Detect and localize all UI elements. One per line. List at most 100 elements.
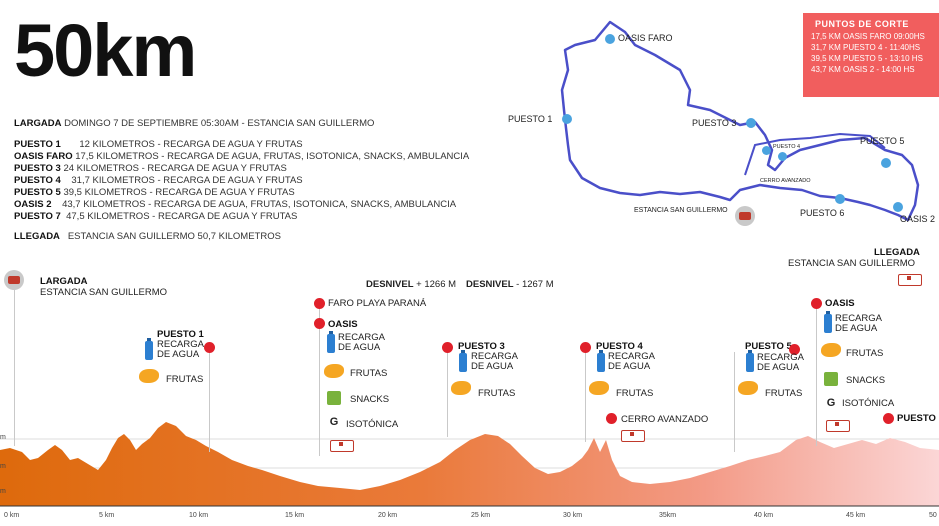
llegada-sub: ESTANCIA SAN GUILLERMO bbox=[788, 258, 916, 269]
x-tick: 5 km bbox=[99, 512, 115, 519]
map-label: PUESTO 1 bbox=[508, 114, 553, 124]
station-line: PUESTO 3 24 KILOMETROS - RECARGA DE AGUA… bbox=[14, 163, 287, 174]
station-line-marker bbox=[14, 290, 15, 446]
largada-label: LARGADA bbox=[40, 276, 88, 287]
water-icon bbox=[746, 350, 754, 372]
isotonica-label: ISOTÓNICA bbox=[346, 419, 399, 430]
fruit-icon bbox=[324, 364, 344, 378]
elevation-profile bbox=[0, 422, 939, 507]
x-tick: 25 km bbox=[471, 512, 491, 519]
fruit-icon bbox=[821, 343, 841, 357]
map-label: ESTANCIA SAN GUILLERMO bbox=[634, 207, 728, 214]
station-line: PUESTO 5 39,5 KILOMETROS - RECARGA DE AG… bbox=[14, 187, 295, 198]
station-dot bbox=[811, 298, 822, 309]
recarga-label: RECARGA DE AGUA bbox=[338, 332, 385, 353]
largada-line: LARGADA DOMINGO 7 DE SEPTIEMBRE 05:30AM … bbox=[14, 118, 375, 129]
map-marker bbox=[746, 118, 756, 128]
water-icon bbox=[327, 331, 335, 353]
x-tick: 50 bbox=[929, 512, 937, 519]
y-tick: m bbox=[0, 488, 6, 495]
map-label: OASIS 2 bbox=[900, 214, 936, 224]
x-tick: 35km bbox=[659, 512, 677, 519]
ambulance-icon bbox=[621, 430, 645, 442]
frutas-label: FRUTAS bbox=[478, 388, 516, 399]
station-line-marker bbox=[734, 352, 735, 452]
estancia-icon bbox=[735, 206, 755, 226]
x-tick: 30 km bbox=[563, 512, 583, 519]
page-title: 50km bbox=[14, 9, 197, 92]
station-line-marker bbox=[319, 306, 320, 456]
isotonic-icon: G bbox=[329, 416, 339, 428]
station-line-marker bbox=[585, 352, 586, 442]
map-label: PUESTO 5 bbox=[860, 136, 905, 146]
recarga-label: RECARGA DE AGUA bbox=[757, 352, 804, 373]
x-tick: 45 km bbox=[846, 512, 866, 519]
oasis-label: OASIS bbox=[328, 319, 358, 330]
station-line: PUESTO 1 12 KILOMETROS - RECARGA DE AGUA… bbox=[14, 139, 303, 150]
station-dot bbox=[204, 342, 215, 353]
station-line-marker bbox=[447, 352, 448, 437]
corte-row: 17,5 KM OASIS FARO 09:00HS bbox=[811, 32, 925, 41]
station-dot bbox=[606, 413, 617, 424]
map-label: CERRO AVANZADO bbox=[760, 178, 811, 184]
y-tick: m bbox=[0, 434, 6, 441]
station-dot bbox=[789, 344, 800, 355]
station-dot bbox=[580, 342, 591, 353]
recarga-label: RECARGA DE AGUA bbox=[471, 351, 518, 372]
puesto-last-label: PUESTO bbox=[897, 413, 936, 424]
route-map bbox=[560, 20, 920, 222]
station-dot bbox=[314, 298, 325, 309]
x-tick: 0 km bbox=[4, 512, 20, 519]
snacks-icon bbox=[327, 391, 341, 405]
station-dot bbox=[883, 413, 894, 424]
faro-label: FARO PLAYA PARANÁ bbox=[328, 298, 427, 309]
llegada-label: LLEGADA bbox=[874, 247, 920, 258]
map-marker bbox=[835, 194, 845, 204]
largada-icon bbox=[4, 270, 24, 290]
corte-row: 43,7 KM OASIS 2 - 14:00 HS bbox=[811, 65, 915, 74]
map-label: OASIS FARO bbox=[618, 33, 673, 43]
corte-row: 39,5 KM PUESTO 5 - 13:10 HS bbox=[811, 54, 923, 63]
station-line-marker bbox=[816, 306, 817, 446]
fruit-icon bbox=[589, 381, 609, 395]
puesto5-label: PUESTO 5 bbox=[745, 341, 792, 352]
ambulance-icon bbox=[898, 274, 922, 286]
map-marker bbox=[762, 146, 771, 155]
water-icon bbox=[145, 338, 153, 360]
y-tick: m bbox=[0, 463, 6, 470]
llegada-line: LLEGADA ESTANCIA SAN GUILLERMO 50,7 KILO… bbox=[14, 231, 281, 242]
water-icon bbox=[459, 350, 467, 372]
recarga-label: RECARGA DE AGUA bbox=[608, 351, 655, 372]
frutas-label: FRUTAS bbox=[616, 388, 654, 399]
snacks-label: SNACKS bbox=[846, 375, 886, 386]
fruit-icon bbox=[139, 369, 159, 383]
puntos-de-corte-title: PUNTOS DE CORTE bbox=[815, 19, 909, 29]
x-tick: 15 km bbox=[285, 512, 305, 519]
isotonica-label: ISOTÓNICA bbox=[842, 398, 895, 409]
map-label: PUESTO 3 bbox=[692, 118, 737, 128]
elevation-area bbox=[0, 422, 939, 506]
recarga-label: RECARGA DE AGUA bbox=[835, 313, 882, 334]
x-tick: 40 km bbox=[754, 512, 774, 519]
isotonic-icon: G bbox=[826, 397, 836, 409]
map-marker bbox=[562, 114, 572, 124]
map-label: PUESTO 6 bbox=[800, 208, 845, 218]
desnivel-plus: DESNIVEL + 1266 M bbox=[366, 279, 457, 290]
ambulance-icon bbox=[826, 420, 850, 432]
map-marker bbox=[778, 152, 787, 161]
map-marker bbox=[605, 34, 615, 44]
frutas-label: FRUTAS bbox=[350, 368, 388, 379]
ambulance-icon bbox=[330, 440, 354, 452]
map-label: PUESTO 4 bbox=[773, 144, 801, 150]
x-tick: 20 km bbox=[378, 512, 398, 519]
puesto3-label: PUESTO 3 bbox=[458, 341, 505, 352]
water-icon bbox=[824, 311, 832, 333]
desnivel-minus: DESNIVEL - 1267 M bbox=[466, 279, 554, 290]
frutas-label: FRUTAS bbox=[846, 348, 884, 359]
map-marker bbox=[881, 158, 891, 168]
frutas-label: FRUTAS bbox=[166, 374, 204, 385]
station-dot bbox=[314, 318, 325, 329]
station-line: PUESTO 4 31,7 KILOMETROS - RECARGA DE AG… bbox=[14, 175, 303, 186]
puesto1-label: PUESTO 1 bbox=[157, 329, 204, 340]
station-line: OASIS FARO 17,5 KILOMETROS - RECARGA DE … bbox=[14, 151, 470, 162]
